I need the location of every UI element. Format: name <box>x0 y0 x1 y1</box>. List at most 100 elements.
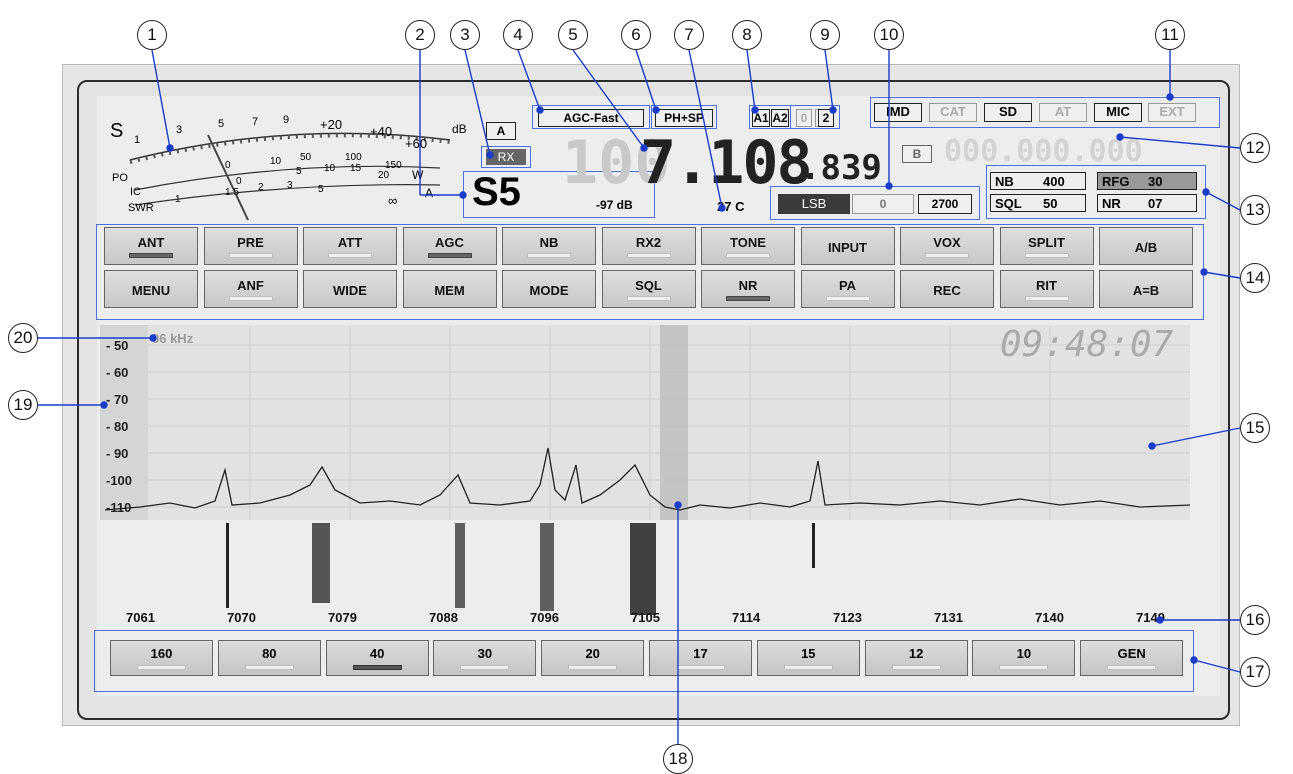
meter-w-label: W <box>412 168 424 182</box>
spectrum-scale-bg <box>100 325 148 520</box>
vfo-a-badge[interactable]: A <box>486 122 516 140</box>
button-input[interactable]: INPUT <box>800 227 895 265</box>
button-a-b[interactable]: A=B <box>1099 270 1193 308</box>
button-label: MODE <box>529 283 569 298</box>
filter-high[interactable]: 2700 <box>918 194 972 214</box>
sql-label: SQL <box>995 196 1022 211</box>
button-indicator <box>228 253 273 258</box>
button-mem[interactable]: MEM <box>402 270 497 308</box>
meter-po150: 150 <box>385 160 402 171</box>
callout-1: 1 <box>137 20 167 50</box>
band-label: 80 <box>262 646 277 661</box>
waterfall <box>226 523 815 615</box>
status-tag-cat[interactable]: CAT <box>929 103 977 122</box>
meter-s3: 3 <box>176 124 183 136</box>
button-nr[interactable]: NR <box>701 270 795 308</box>
band-button-15[interactable]: 15 <box>756 640 860 676</box>
button-ant[interactable]: ANT <box>104 227 198 265</box>
meter-s-label: S <box>110 120 124 142</box>
band-label: 10 <box>1016 646 1032 661</box>
vfo-b-badge[interactable]: B <box>902 145 932 163</box>
band-button-12[interactable]: 12 <box>864 640 968 676</box>
button-rx2[interactable]: RX2 <box>601 227 696 265</box>
agc-mode: AGC-Fast <box>538 109 644 127</box>
button-label: TONE <box>730 235 766 250</box>
callout-19: 19 <box>8 390 38 420</box>
button-rec[interactable]: REC <box>900 270 994 308</box>
status-tag-imd[interactable]: IMD <box>874 103 922 122</box>
band-label: 15 <box>801 646 816 661</box>
nr-label: NR <box>1102 196 1121 211</box>
status-tag-mic[interactable]: MIC <box>1094 103 1142 122</box>
rfg-value: 30 <box>1148 174 1163 189</box>
meter-swr-label: SWR <box>128 202 154 214</box>
attenuator-2[interactable]: 2 <box>818 109 834 127</box>
nb-value: 400 <box>1043 174 1065 189</box>
antenna-a2[interactable]: A2 <box>771 109 789 127</box>
callout-11: 11 <box>1155 20 1185 50</box>
meter-ic5: 5 <box>296 166 302 177</box>
meter-s9: 9 <box>283 114 290 126</box>
button-agc[interactable]: AGC <box>402 227 497 265</box>
frequency-tick: 7079 <box>328 610 357 625</box>
band-button-80[interactable]: 80 <box>217 640 321 676</box>
button-label: A/B <box>1134 240 1158 255</box>
band-button-30[interactable]: 30 <box>433 640 537 676</box>
y-axis-tick: -100 <box>106 473 133 488</box>
spectrum-panel[interactable] <box>100 325 1190 520</box>
meter-po-label: PO <box>112 172 128 184</box>
frequency-sub: .839 <box>800 148 882 188</box>
button-pre[interactable]: PRE <box>203 227 298 265</box>
band-button-40[interactable]: 40 <box>325 640 429 676</box>
frequency-tick: 7096 <box>530 610 559 625</box>
band-indicator <box>783 665 833 670</box>
button-a-b[interactable]: A/B <box>1099 227 1193 265</box>
button-pa[interactable]: PA <box>800 270 895 308</box>
button-wide[interactable]: WIDE <box>303 270 397 308</box>
button-sql[interactable]: SQL <box>601 270 696 308</box>
audio-mode: PH+SP <box>655 109 713 127</box>
attenuator-0[interactable]: 0 <box>796 109 812 127</box>
band-label: 17 <box>693 646 708 661</box>
band-button-160[interactable]: 160 <box>110 640 213 676</box>
callout-2: 2 <box>405 20 435 50</box>
callout-10: 10 <box>874 20 904 50</box>
button-label: INPUT <box>828 240 867 255</box>
meter-s40: +40 <box>370 124 393 139</box>
button-nb[interactable]: NB <box>502 227 596 265</box>
band-button-gen[interactable]: GEN <box>1080 640 1184 676</box>
band-indicator <box>244 665 294 670</box>
band-indicator <box>568 665 618 670</box>
band-label: 20 <box>585 646 600 661</box>
status-tag-at[interactable]: AT <box>1039 103 1087 122</box>
y-axis-tick: - 50 <box>106 338 129 353</box>
band-button-17[interactable]: 17 <box>649 640 752 676</box>
frequency-tick: 7105 <box>631 610 660 625</box>
button-att[interactable]: ATT <box>303 227 397 265</box>
band-button-20[interactable]: 20 <box>541 640 645 676</box>
meter-ic15: 15 <box>350 163 362 174</box>
button-vox[interactable]: VOX <box>900 227 994 265</box>
button-menu[interactable]: MENU <box>104 270 198 308</box>
meter-s7: 7 <box>252 116 259 128</box>
y-axis-tick: -110 <box>106 500 132 515</box>
filter-low[interactable]: 0 <box>852 194 914 214</box>
button-mode[interactable]: MODE <box>502 270 596 308</box>
button-tone[interactable]: TONE <box>701 227 795 265</box>
band-label: 30 <box>477 646 493 661</box>
button-rit[interactable]: RIT <box>999 270 1094 308</box>
status-tag-ext[interactable]: EXT <box>1148 103 1196 122</box>
antenna-a1[interactable]: A1 <box>752 109 770 127</box>
status-tag-sd[interactable]: SD <box>984 103 1032 122</box>
band-button-10[interactable]: 10 <box>972 640 1076 676</box>
button-split[interactable]: SPLIT <box>999 227 1094 265</box>
clock: 09:48:07 <box>1000 324 1174 365</box>
mode-display[interactable]: LSB <box>778 194 850 214</box>
db-reading: -97 dB <box>596 198 633 212</box>
button-anf[interactable]: ANF <box>203 270 298 308</box>
nb-param: NB 400 <box>990 172 1086 190</box>
frequency-tick: 7123 <box>833 610 862 625</box>
meter-s20: +20 <box>320 117 343 132</box>
callout-17: 17 <box>1240 657 1270 687</box>
meter-ic-label: IC <box>130 186 141 198</box>
